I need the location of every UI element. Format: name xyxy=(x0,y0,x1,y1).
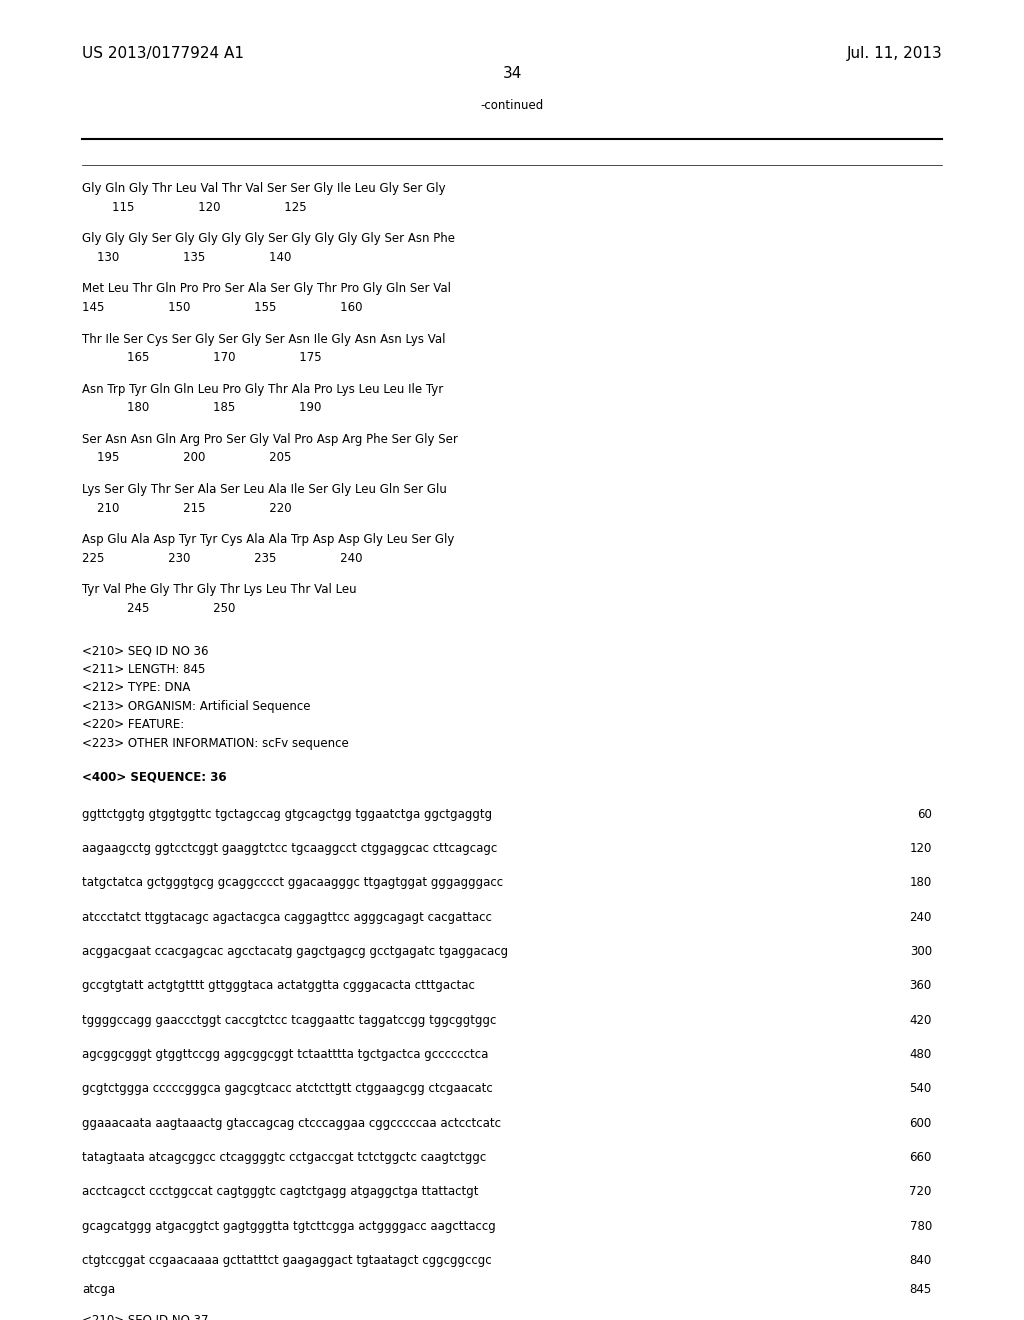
Text: 845: 845 xyxy=(909,1283,932,1296)
Text: 180: 180 xyxy=(909,876,932,890)
Text: <210> SEQ ID NO 36: <210> SEQ ID NO 36 xyxy=(82,644,209,657)
Text: ggaaacaata aagtaaactg gtaccagcag ctcccaggaa cggcccccaa actcctcatc: ggaaacaata aagtaaactg gtaccagcag ctcccag… xyxy=(82,1117,501,1130)
Text: Asn Trp Tyr Gln Gln Leu Pro Gly Thr Ala Pro Lys Leu Leu Ile Tyr: Asn Trp Tyr Gln Gln Leu Pro Gly Thr Ala … xyxy=(82,383,443,396)
Text: gcgtctggga cccccgggca gagcgtcacc atctcttgtt ctggaagcgg ctcgaacatc: gcgtctggga cccccgggca gagcgtcacc atctctt… xyxy=(82,1082,493,1096)
Text: 195                 200                 205: 195 200 205 xyxy=(82,451,291,465)
Text: US 2013/0177924 A1: US 2013/0177924 A1 xyxy=(82,46,244,61)
Text: 600: 600 xyxy=(909,1117,932,1130)
Text: <400> SEQUENCE: 36: <400> SEQUENCE: 36 xyxy=(82,771,226,784)
Text: 130                 135                 140: 130 135 140 xyxy=(82,251,291,264)
Text: 115                 120                 125: 115 120 125 xyxy=(82,201,306,214)
Text: 240: 240 xyxy=(909,911,932,924)
Text: 660: 660 xyxy=(909,1151,932,1164)
Text: 480: 480 xyxy=(909,1048,932,1061)
Text: <213> ORGANISM: Artificial Sequence: <213> ORGANISM: Artificial Sequence xyxy=(82,700,310,713)
Text: tatagtaata atcagcggcc ctcaggggtc cctgaccgat tctctggctc caagtctggc: tatagtaata atcagcggcc ctcaggggtc cctgacc… xyxy=(82,1151,486,1164)
Text: ggttctggtg gtggtggttc tgctagccag gtgcagctgg tggaatctga ggctgaggtg: ggttctggtg gtggtggttc tgctagccag gtgcagc… xyxy=(82,808,493,821)
Text: ctgtccggat ccgaacaaaa gcttatttct gaagaggact tgtaatagct cggcggccgc: ctgtccggat ccgaacaaaa gcttatttct gaagagg… xyxy=(82,1254,492,1267)
Text: 120: 120 xyxy=(909,842,932,855)
Text: agcggcgggt gtggttccgg aggcggcggt tctaatttta tgctgactca gcccccctca: agcggcgggt gtggttccgg aggcggcggt tctaatt… xyxy=(82,1048,488,1061)
Text: 540: 540 xyxy=(909,1082,932,1096)
Text: tatgctatca gctgggtgcg gcaggcccct ggacaagggc ttgagtggat gggagggacc: tatgctatca gctgggtgcg gcaggcccct ggacaag… xyxy=(82,876,503,890)
Text: aagaagcctg ggtcctcggt gaaggtctcc tgcaaggcct ctggaggcac cttcagcagc: aagaagcctg ggtcctcggt gaaggtctcc tgcaagg… xyxy=(82,842,498,855)
Text: atcga: atcga xyxy=(82,1283,115,1296)
Text: 780: 780 xyxy=(909,1220,932,1233)
Text: 420: 420 xyxy=(909,1014,932,1027)
Text: 360: 360 xyxy=(909,979,932,993)
Text: acggacgaat ccacgagcac agcctacatg gagctgagcg gcctgagatc tgaggacacg: acggacgaat ccacgagcac agcctacatg gagctga… xyxy=(82,945,508,958)
Text: 225                 230                 235                 240: 225 230 235 240 xyxy=(82,552,362,565)
Text: tggggccagg gaaccctggt caccgtctcc tcaggaattc taggatccgg tggcggtggc: tggggccagg gaaccctggt caccgtctcc tcaggaa… xyxy=(82,1014,497,1027)
Text: Asp Glu Ala Asp Tyr Tyr Cys Ala Ala Trp Asp Asp Gly Leu Ser Gly: Asp Glu Ala Asp Tyr Tyr Cys Ala Ala Trp … xyxy=(82,533,455,546)
Text: Lys Ser Gly Thr Ser Ala Ser Leu Ala Ile Ser Gly Leu Gln Ser Glu: Lys Ser Gly Thr Ser Ala Ser Leu Ala Ile … xyxy=(82,483,446,496)
Text: Ser Asn Asn Gln Arg Pro Ser Gly Val Pro Asp Arg Phe Ser Gly Ser: Ser Asn Asn Gln Arg Pro Ser Gly Val Pro … xyxy=(82,433,458,446)
Text: 34: 34 xyxy=(503,66,521,81)
Text: 180                 185                 190: 180 185 190 xyxy=(82,401,322,414)
Text: <220> FEATURE:: <220> FEATURE: xyxy=(82,718,184,731)
Text: 145                 150                 155                 160: 145 150 155 160 xyxy=(82,301,362,314)
Text: acctcagcct ccctggccat cagtgggtc cagtctgagg atgaggctga ttattactgt: acctcagcct ccctggccat cagtgggtc cagtctga… xyxy=(82,1185,478,1199)
Text: 840: 840 xyxy=(909,1254,932,1267)
Text: Gly Gln Gly Thr Leu Val Thr Val Ser Ser Gly Ile Leu Gly Ser Gly: Gly Gln Gly Thr Leu Val Thr Val Ser Ser … xyxy=(82,182,445,195)
Text: gcagcatggg atgacggtct gagtgggtta tgtcttcgga actggggacc aagcttaccg: gcagcatggg atgacggtct gagtgggtta tgtcttc… xyxy=(82,1220,496,1233)
Text: -continued: -continued xyxy=(480,99,544,112)
Text: Tyr Val Phe Gly Thr Gly Thr Lys Leu Thr Val Leu: Tyr Val Phe Gly Thr Gly Thr Lys Leu Thr … xyxy=(82,583,356,597)
Text: Met Leu Thr Gln Pro Pro Ser Ala Ser Gly Thr Pro Gly Gln Ser Val: Met Leu Thr Gln Pro Pro Ser Ala Ser Gly … xyxy=(82,282,451,296)
Text: 60: 60 xyxy=(916,808,932,821)
Text: Gly Gly Gly Ser Gly Gly Gly Gly Ser Gly Gly Gly Gly Ser Asn Phe: Gly Gly Gly Ser Gly Gly Gly Gly Ser Gly … xyxy=(82,232,455,246)
Text: gccgtgtatt actgtgtttt gttgggtaca actatggtta cgggacacta ctttgactac: gccgtgtatt actgtgtttt gttgggtaca actatgg… xyxy=(82,979,475,993)
Text: <210> SEQ ID NO 37: <210> SEQ ID NO 37 xyxy=(82,1313,209,1320)
Text: 245                 250: 245 250 xyxy=(82,602,236,615)
Text: Thr Ile Ser Cys Ser Gly Ser Gly Ser Asn Ile Gly Asn Asn Lys Val: Thr Ile Ser Cys Ser Gly Ser Gly Ser Asn … xyxy=(82,333,445,346)
Text: Jul. 11, 2013: Jul. 11, 2013 xyxy=(846,46,942,61)
Text: 210                 215                 220: 210 215 220 xyxy=(82,502,292,515)
Text: <211> LENGTH: 845: <211> LENGTH: 845 xyxy=(82,663,205,676)
Text: 720: 720 xyxy=(909,1185,932,1199)
Text: 165                 170                 175: 165 170 175 xyxy=(82,351,322,364)
Text: <223> OTHER INFORMATION: scFv sequence: <223> OTHER INFORMATION: scFv sequence xyxy=(82,737,348,750)
Text: <212> TYPE: DNA: <212> TYPE: DNA xyxy=(82,681,190,694)
Text: 300: 300 xyxy=(909,945,932,958)
Text: atccctatct ttggtacagc agactacgca caggagttcc agggcagagt cacgattacc: atccctatct ttggtacagc agactacgca caggagt… xyxy=(82,911,492,924)
